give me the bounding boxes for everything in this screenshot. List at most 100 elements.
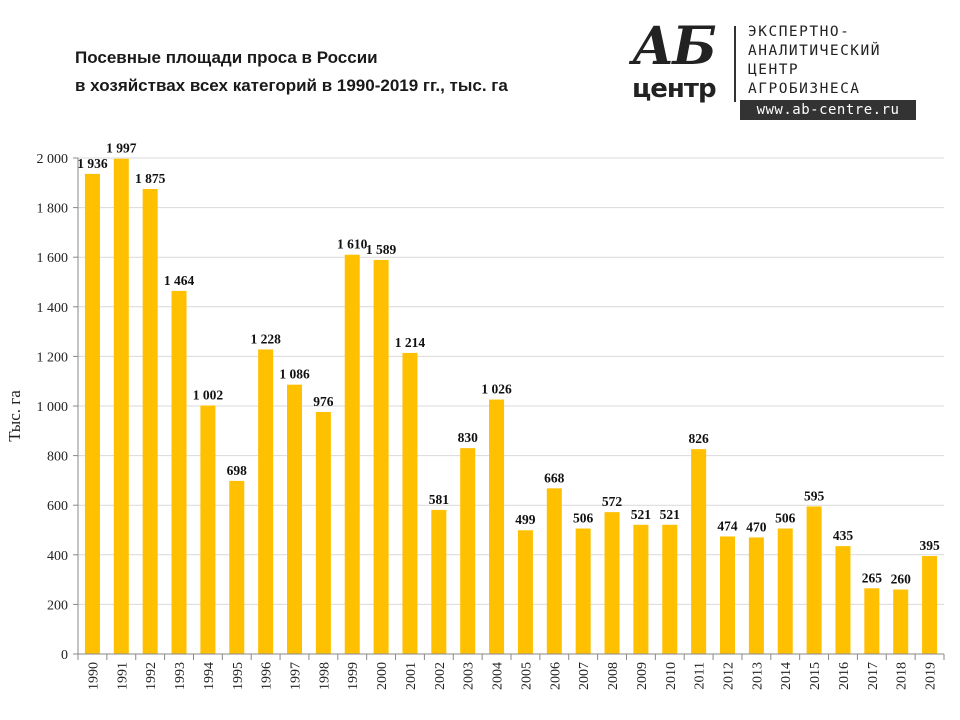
data-label-2018: 260 — [891, 572, 912, 587]
bar-1991 — [113, 158, 129, 654]
bar-1992 — [142, 189, 158, 654]
x-tick-label-2004: 2004 — [491, 662, 506, 690]
logo-separator — [734, 26, 736, 102]
logo-text-line3: ЦЕНТР — [748, 62, 800, 78]
data-label-2004: 1 026 — [481, 382, 512, 397]
x-tick-label-2018: 2018 — [895, 662, 910, 690]
data-label-1996: 1 228 — [250, 331, 281, 346]
data-label-2007: 506 — [573, 511, 594, 526]
y-tick-label: 400 — [47, 549, 68, 564]
bar-2013 — [748, 537, 764, 654]
data-label-2005: 499 — [515, 512, 536, 527]
x-tick-label-1991: 1991 — [115, 662, 130, 690]
bar-2014 — [777, 528, 793, 654]
bar-2008 — [604, 512, 620, 654]
x-tick-label-2003: 2003 — [462, 662, 477, 690]
bar-2001 — [402, 352, 418, 654]
data-label-1997: 1 086 — [279, 367, 310, 382]
bar-2015 — [806, 506, 822, 654]
y-tick-label: 1 000 — [37, 400, 69, 415]
data-label-2009: 521 — [631, 507, 652, 522]
data-label-1993: 1 464 — [164, 273, 195, 288]
data-label-2006: 668 — [544, 470, 565, 485]
bars — [84, 158, 938, 654]
y-tick-label: 1 400 — [37, 301, 69, 316]
bar-1997 — [286, 384, 303, 654]
data-label-2010: 521 — [660, 507, 681, 522]
x-tick-label-2010: 2010 — [664, 662, 679, 690]
bar-2009 — [633, 524, 649, 654]
x-tick-label-2002: 2002 — [433, 662, 448, 690]
bar-1995 — [229, 480, 245, 654]
data-label-2003: 830 — [458, 430, 479, 445]
y-tick-label: 1 200 — [37, 350, 69, 365]
chart-title-line1: Посевные площади проса в России — [75, 48, 378, 67]
x-tick-label-2009: 2009 — [635, 662, 650, 690]
data-label-2011: 826 — [689, 431, 710, 446]
logo-mark: АБ центр — [628, 16, 732, 116]
bar-2012 — [719, 536, 736, 654]
bar-2011 — [691, 449, 707, 654]
y-tick-label: 1 600 — [37, 251, 69, 266]
data-label-2008: 572 — [602, 494, 623, 509]
data-label-1994: 1 002 — [193, 388, 224, 403]
bar-1990 — [84, 173, 100, 654]
chart-title: Посевные площади проса в России в хозяйс… — [75, 44, 508, 100]
bar-2005 — [517, 530, 533, 654]
bar-2017 — [864, 588, 880, 654]
x-tick-label-2014: 2014 — [779, 662, 794, 690]
data-label-2012: 474 — [717, 518, 738, 533]
bar-1996 — [258, 349, 274, 654]
x-tick-label-2013: 2013 — [750, 662, 765, 690]
x-tick-label-1990: 1990 — [86, 662, 101, 690]
bar-1999 — [344, 254, 360, 654]
logo-mark-bottom: центр — [632, 74, 717, 104]
x-tick-label-2016: 2016 — [837, 662, 852, 690]
data-label-1991: 1 997 — [106, 141, 137, 156]
x-tick-label-2019: 2019 — [924, 662, 939, 690]
bar-1998 — [315, 411, 331, 654]
x-tick-label-2005: 2005 — [519, 662, 534, 690]
x-tick-label-1996: 1996 — [260, 662, 275, 690]
bar-2003 — [460, 448, 476, 654]
data-label-2014: 506 — [775, 511, 796, 526]
bar-1994 — [200, 405, 216, 654]
x-tick-label-1999: 1999 — [346, 662, 361, 690]
data-label-2001: 1 214 — [395, 335, 426, 350]
chart-title-line2: в хозяйствах всех категорий в 1990-2019 … — [75, 76, 508, 95]
data-label-1990: 1 936 — [77, 156, 108, 171]
data-label-2019: 395 — [919, 538, 940, 553]
data-label-2016: 435 — [833, 528, 854, 543]
x-tick-label-1992: 1992 — [144, 662, 159, 690]
x-tick-label-2006: 2006 — [548, 662, 563, 690]
x-tick-label-2017: 2017 — [866, 662, 881, 690]
data-label-1998: 976 — [313, 394, 334, 409]
logo-text-line4: АГРОБИЗНЕСА — [748, 81, 861, 97]
x-tick-label-2007: 2007 — [577, 662, 592, 690]
bar-2002 — [431, 509, 447, 654]
bar-2018 — [893, 589, 909, 654]
x-tick-label-2008: 2008 — [606, 662, 621, 690]
logo-url: www.ab-centre.ru — [740, 100, 916, 120]
x-tick-label-2011: 2011 — [693, 662, 708, 689]
x-tick-label-2012: 2012 — [722, 662, 737, 690]
bar-2019 — [922, 556, 938, 654]
data-label-1995: 698 — [227, 463, 248, 478]
y-axis-label: Тыс. га — [5, 390, 24, 442]
bar-2016 — [835, 546, 851, 654]
data-label-2013: 470 — [746, 519, 767, 534]
x-tick-label-2000: 2000 — [375, 662, 390, 690]
bar-2000 — [373, 259, 389, 654]
data-label-2000: 1 589 — [366, 242, 397, 257]
y-tick-label: 200 — [47, 598, 68, 613]
data-label-1999: 1 610 — [337, 237, 368, 252]
bar-1993 — [171, 290, 187, 654]
x-tick-label-1997: 1997 — [289, 662, 304, 690]
x-tick-label-2015: 2015 — [808, 662, 823, 690]
y-tick-label: 2 000 — [37, 152, 69, 167]
gridlines — [78, 157, 944, 605]
bar-2010 — [662, 524, 678, 654]
y-tick-label: 600 — [47, 499, 68, 514]
x-tick-label-2001: 2001 — [404, 662, 419, 690]
